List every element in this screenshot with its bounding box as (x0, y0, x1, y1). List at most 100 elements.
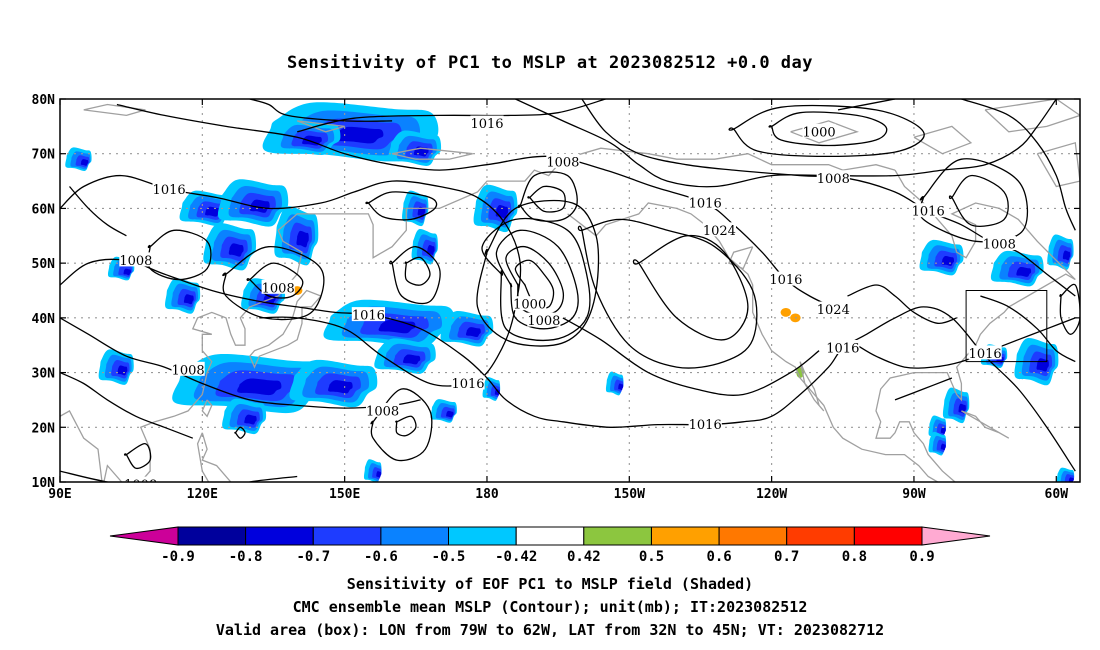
contour-value-label: 1016 (826, 340, 860, 357)
contour-value-text: 1000 (803, 125, 836, 140)
contour-value-label: 1016 (968, 345, 1002, 362)
contour-value-text: 1024 (817, 303, 850, 318)
contour-value-text: 1016 (969, 347, 1002, 362)
contour-value-text: 1008 (366, 404, 399, 419)
colorbar-segment (177, 526, 247, 546)
colorbar-segment (583, 526, 652, 546)
contour-value-text: 1024 (703, 224, 736, 239)
contour-value-label: 1008 (171, 361, 205, 378)
contour-value-text: 1016 (153, 183, 186, 198)
mslp-contours (60, 99, 1080, 482)
contour-value-text: 1016 (689, 418, 722, 433)
contour-value-text: 1016 (769, 273, 802, 288)
colorbar-tick-label: 0.8 (842, 549, 867, 565)
colorbar-tick-label: -0.8 (229, 549, 263, 565)
contour-value-label: 1016 (911, 203, 945, 220)
lat-lon-grid (60, 99, 1080, 482)
contour-value-text: 1008 (546, 155, 579, 170)
contour-value-text: 1016 (912, 205, 945, 220)
contour-value-text: 1008 (262, 281, 295, 296)
contour-value-text: 1000 (513, 298, 546, 313)
colorbar-segment (515, 526, 585, 546)
lon-tick-label: 120W (756, 487, 787, 502)
contour-value-label: 1008 (546, 153, 580, 170)
contour-value-text: 1008 (527, 314, 560, 329)
lat-tick-label: 50N (32, 257, 56, 272)
contour-value-label: 1008 (119, 252, 153, 269)
contour-value-text: 1008 (817, 172, 850, 187)
contour-value-label: 1016 (470, 115, 504, 132)
lon-tick-label: 90E (48, 487, 71, 502)
colorbar-segment (651, 526, 720, 546)
colorbar-low-extend (109, 526, 179, 546)
lon-tick-label: 180 (475, 487, 499, 502)
contour-value-label: 1000 (802, 123, 836, 140)
contour-value-label: 1008 (261, 279, 295, 296)
colorbar-tick-label: -0.5 (432, 549, 466, 565)
lon-tick-label: 120E (187, 487, 218, 502)
colorbar-tick-label: 0.5 (639, 549, 664, 565)
contour-labels: 1016 1016 1008 1008 1016 1008 1008 1008 1008 1016… (119, 115, 1016, 493)
colorbar-tick-label: 0.6 (706, 549, 731, 565)
contour-value-label: 1008 (527, 312, 561, 329)
colorbar-tick-label: -0.7 (296, 549, 330, 565)
lat-tick-label: 40N (32, 312, 56, 327)
lon-tick-label: 150E (329, 487, 360, 502)
valid-area-box (965, 290, 1048, 363)
colorbar-segment (718, 526, 788, 546)
map-panel: 1016 1016 1008 1008 1016 1008 1008 1008 1008 1016… (32, 93, 1081, 502)
contour-value-text: 1016 (451, 377, 484, 392)
contour-value-text: 1016 (352, 309, 385, 324)
contour-value-label: 1016 (688, 195, 722, 212)
caption-line-2: CMC ensemble mean MSLP (Contour); unit(m… (293, 598, 808, 616)
figure-title: Sensitivity of PC1 to MSLP at 2023082512… (287, 53, 813, 73)
contour-value-label: 1016 (769, 271, 803, 288)
contour-value-text: 1016 (470, 117, 503, 132)
contour-value-label: 1016 (688, 416, 722, 433)
colorbar-tick-label: 0.7 (774, 549, 799, 565)
contour-value-text: 1008 (172, 363, 205, 378)
colorbar-tick-label: -0.6 (364, 549, 398, 565)
colorbar-segment (853, 526, 923, 546)
contour-value-label: 1000 (513, 296, 547, 313)
colorbar-tick-label: -0.42 (495, 549, 537, 565)
contour-value-label: 1008 (816, 170, 850, 187)
contour-value-text: 1008 (119, 254, 152, 269)
map-frame (59, 98, 1081, 483)
colorbar-segment (312, 526, 382, 546)
contour-value-label: 1024 (816, 301, 850, 318)
lat-tick-label: 30N (32, 367, 56, 382)
lat-tick-label: 80N (32, 93, 56, 108)
caption-line-3: Valid area (box): LON from 79W to 62W, L… (216, 621, 884, 639)
contour-value-text: 1008 (124, 478, 157, 493)
contour-value-text: 1008 (983, 238, 1016, 253)
lat-tick-label: 60N (32, 202, 56, 217)
contour-value-label: 1008 (124, 476, 158, 493)
colorbar-segment (448, 526, 517, 546)
contour-value-text: 1016 (826, 342, 859, 357)
contour-value-label: 1008 (366, 402, 400, 419)
colorbar-segment (245, 526, 314, 546)
colorbar-segment (380, 526, 449, 546)
contour-value-label: 1016 (152, 181, 186, 198)
contour-value-label: 1016 (451, 375, 485, 392)
contour-value-label: 1024 (702, 222, 736, 239)
lon-tick-label: 90W (902, 487, 926, 502)
colorbar-tick-label: 0.42 (567, 549, 601, 565)
colorbar: -0.9 -0.8 -0.7 -0.6 -0.5 -0.42 0.42 0.5 0.6 0.7 0.… (109, 526, 991, 565)
caption-line-1: Sensitivity of EOF PC1 to MSLP field (Sh… (347, 575, 753, 593)
colorbar-tick-label: -0.9 (161, 549, 195, 565)
lat-tick-label: 20N (32, 421, 56, 436)
lon-tick-label: 150W (614, 487, 645, 502)
contour-value-label: 1008 (982, 236, 1016, 253)
lon-tick-label: 60W (1045, 487, 1069, 502)
colorbar-high-extend (921, 526, 991, 546)
colorbar-tick-label: 0.9 (909, 549, 934, 565)
contour-value-text: 1016 (689, 197, 722, 212)
contour-value-label: 1016 (351, 307, 385, 324)
lat-tick-label: 70N (32, 148, 56, 163)
lat-tick-label: 10N (32, 476, 56, 491)
colorbar-segment (786, 526, 855, 546)
